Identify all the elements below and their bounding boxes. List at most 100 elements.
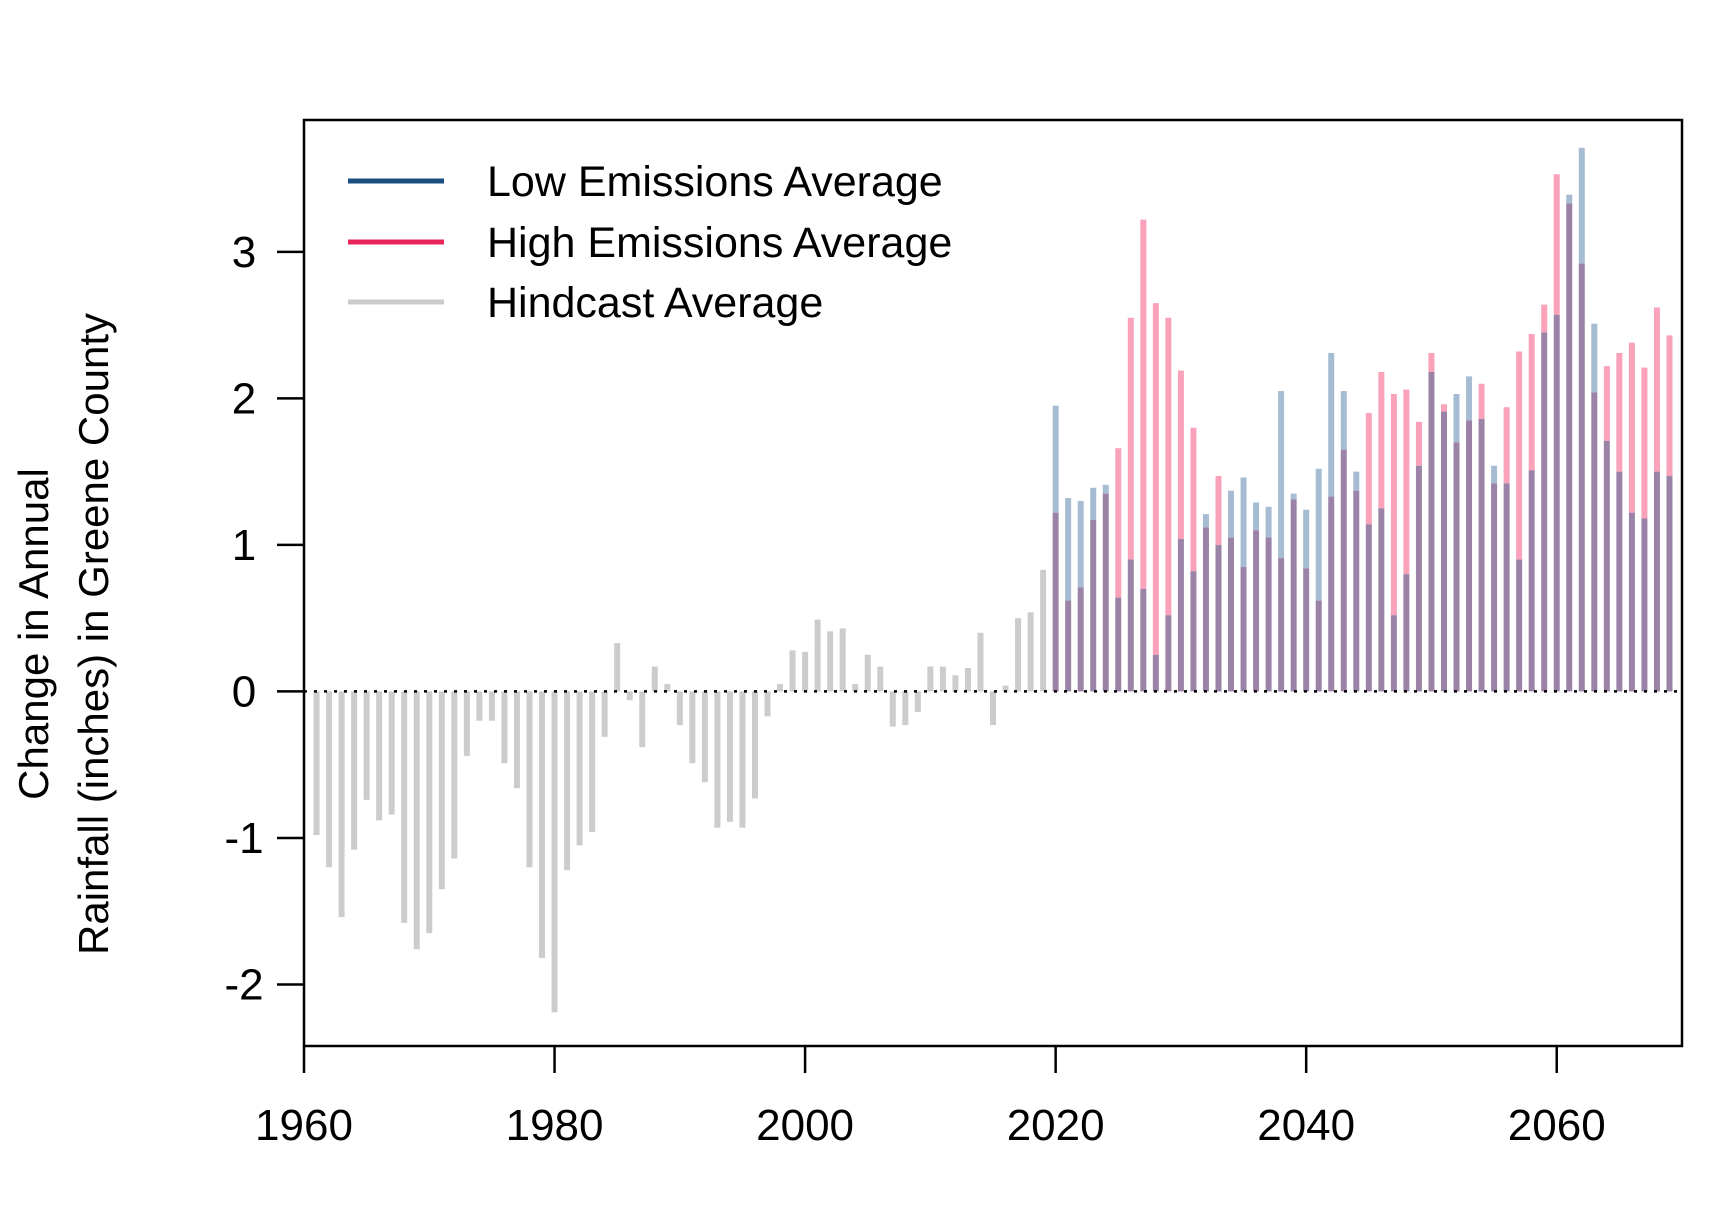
hindcast-bar-1988: [651, 666, 658, 692]
low-emissions-bar-2040: [1303, 509, 1310, 569]
overlap-bar-2026: [1127, 559, 1134, 692]
overlap-bar-2054: [1478, 418, 1485, 692]
hindcast-bar-2010: [927, 666, 934, 692]
x-tick-label: 1960: [255, 1101, 353, 1150]
hindcast-bar-2008: [902, 691, 909, 726]
projection-bars: [1052, 147, 1673, 692]
overlap-bar-2052: [1453, 442, 1460, 692]
high-emissions-bar-2059: [1541, 304, 1548, 333]
overlap-bar-2029: [1165, 615, 1172, 692]
overlap-bar-2055: [1491, 483, 1498, 692]
overlap-bar-2043: [1340, 449, 1347, 692]
low-emissions-bar-2043: [1340, 391, 1347, 450]
hindcast-bar-1963: [338, 691, 345, 918]
overlap-bar-2048: [1403, 574, 1410, 692]
hindcast-bar-1964: [351, 691, 358, 850]
high-emissions-bar-2058: [1528, 333, 1535, 471]
high-emissions-bar-2026: [1127, 317, 1134, 560]
hindcast-bar-1997: [764, 691, 771, 717]
hindcast-bar-1967: [388, 691, 395, 815]
hindcast-bar-2011: [939, 666, 946, 692]
hindcast-bar-1990: [676, 691, 683, 726]
high-emissions-bar-2033: [1215, 476, 1222, 545]
hindcast-bar-1985: [614, 643, 621, 692]
x-tick-label: 2040: [1257, 1101, 1355, 1150]
hindcast-bar-1972: [451, 691, 458, 859]
hindcast-bar-1999: [789, 650, 796, 692]
high-emissions-bar-2060: [1553, 174, 1560, 315]
y-axis: -2 -1 0 1 2 3: [224, 228, 304, 1009]
overlap-bar-2035: [1240, 566, 1247, 692]
low-emissions-bar-2022: [1077, 500, 1084, 588]
overlap-bar-2069: [1666, 476, 1673, 692]
low-emissions-bar-2021: [1065, 498, 1072, 601]
low-emissions-bar-2020: [1052, 405, 1059, 513]
x-tick-label: 2020: [1007, 1101, 1105, 1150]
hindcast-bar-2007: [889, 691, 896, 727]
overlap-bar-2056: [1503, 483, 1510, 692]
overlap-bar-2047: [1390, 615, 1397, 692]
high-emissions-bar-2050: [1428, 352, 1435, 373]
overlap-bar-2038: [1278, 558, 1285, 692]
hindcast-bar-1982: [576, 691, 583, 846]
hindcast-bar-2003: [839, 628, 846, 692]
high-emissions-bar-2068: [1653, 307, 1660, 472]
overlap-bar-2062: [1578, 263, 1585, 692]
hindcast-bar-1980: [551, 691, 558, 1013]
low-emissions-bar-2039: [1290, 493, 1297, 500]
y-tick-label: 0: [232, 667, 256, 716]
high-emissions-bar-2031: [1190, 427, 1197, 572]
hindcast-bar-1986: [626, 691, 633, 701]
low-emissions-bar-2037: [1265, 506, 1272, 538]
hindcast-bar-1995: [739, 691, 746, 828]
x-tick-label: 1980: [506, 1101, 604, 1150]
hindcast-bar-1969: [413, 691, 420, 950]
low-emissions-bar-2042: [1328, 352, 1335, 497]
hindcast-bar-2000: [802, 651, 809, 692]
hindcast-bar-1996: [751, 691, 758, 799]
hindcast-bar-2013: [964, 667, 971, 692]
overlap-bar-2025: [1115, 597, 1122, 692]
low-emissions-bar-2053: [1466, 376, 1473, 421]
overlap-bar-2044: [1353, 490, 1360, 692]
high-emissions-bar-2069: [1666, 335, 1673, 477]
high-emissions-bar-2065: [1616, 352, 1623, 472]
hindcast-bar-1966: [376, 691, 383, 821]
low-emissions-bar-2023: [1090, 487, 1097, 520]
hindcast-bar-1998: [777, 684, 784, 692]
overlap-bar-2028: [1152, 654, 1159, 692]
plot-frame: [302, 118, 1684, 1048]
hindcast-bar-1987: [639, 691, 646, 748]
low-emissions-bar-2036: [1253, 502, 1260, 531]
overlap-bar-2022: [1077, 587, 1084, 692]
hindcast-bar-1993: [714, 691, 721, 828]
overlap-bar-2061: [1566, 203, 1573, 692]
high-emissions-bar-2028: [1152, 303, 1159, 655]
overlap-bar-2049: [1415, 465, 1422, 692]
high-emissions-bar-2027: [1140, 219, 1147, 589]
hindcast-bar-1983: [589, 691, 596, 833]
y-tick-label: 2: [232, 374, 256, 423]
low-emissions-bar-2063: [1591, 323, 1598, 393]
overlap-bar-2040: [1303, 568, 1310, 692]
x-tick-label: 2000: [756, 1101, 854, 1150]
hindcast-bar-2006: [877, 666, 884, 692]
overlap-bar-2039: [1290, 499, 1297, 692]
high-emissions-bar-2047: [1390, 393, 1397, 616]
overlap-bar-2053: [1466, 420, 1473, 692]
overlap-bar-2020: [1052, 512, 1059, 692]
overlap-bar-2041: [1315, 600, 1322, 692]
overlap-bar-2037: [1265, 537, 1272, 692]
hindcast-bar-1979: [539, 691, 546, 959]
high-emissions-bar-2025: [1115, 448, 1122, 598]
hindcast-bar-1994: [726, 691, 733, 822]
hindcast-bar-2016: [1002, 685, 1009, 692]
high-emissions-bar-2056: [1503, 407, 1510, 484]
low-emissions-bar-2062: [1578, 147, 1585, 264]
legend-label-hindcast: Hindcast Average: [487, 279, 823, 327]
overlap-bar-2066: [1628, 512, 1635, 692]
low-emissions-bar-2035: [1240, 477, 1247, 567]
hindcast-bar-1978: [526, 691, 533, 868]
high-emissions-bar-2066: [1628, 342, 1635, 513]
hindcast-bar-1991: [689, 691, 696, 764]
